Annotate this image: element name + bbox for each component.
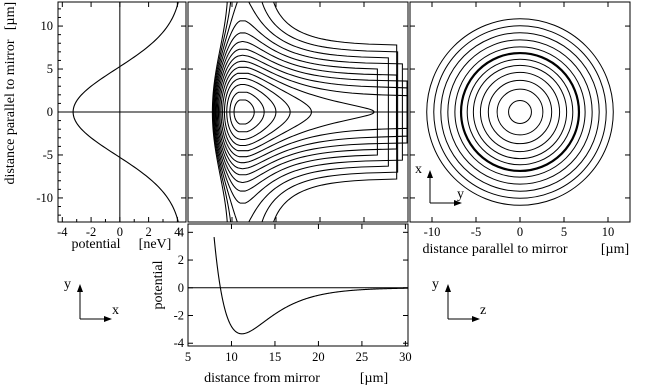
right-contour-circle-8 bbox=[447, 39, 593, 185]
right-contour-circle-6 bbox=[459, 51, 581, 173]
right-contour-circle-3 bbox=[479, 71, 561, 153]
panel-left: -4 -2 0 2 4 -10 -5 0 5 10 bbox=[36, 1, 186, 239]
right-xtick-label: 5 bbox=[561, 225, 567, 239]
left-yunit: [µm] bbox=[3, 2, 18, 30]
right-contour-circle-0 bbox=[508, 100, 532, 124]
bottom-ytick-label: -2 bbox=[174, 309, 184, 323]
bottom-ytick-label: 2 bbox=[178, 253, 184, 267]
left-ytick-label: 10 bbox=[41, 19, 54, 33]
right-contour-circle-7 bbox=[454, 46, 586, 178]
right-xtick-label: -10 bbox=[424, 225, 441, 239]
bottom-xtick-label: 10 bbox=[225, 350, 238, 364]
left-xtick-label: 0 bbox=[117, 225, 123, 239]
right-contour-circle-1 bbox=[496, 88, 544, 136]
bottom-xtick-label: 25 bbox=[356, 350, 369, 364]
bottom-xlabel: distance from mirror bbox=[204, 371, 320, 386]
bottom-xtick-label: 5 bbox=[185, 350, 191, 364]
bottom-ytick-label: -4 bbox=[174, 336, 185, 350]
right-contour-circle-4 bbox=[472, 64, 568, 160]
panel-bottom-frame bbox=[187, 223, 409, 347]
glyph-xy-vertical: y bbox=[64, 277, 71, 292]
right-xtick-label: 10 bbox=[602, 225, 615, 239]
middle-contour-3 bbox=[223, 77, 291, 147]
middle-contour-11 bbox=[214, 20, 403, 204]
bottom-xtick-label: 30 bbox=[399, 350, 412, 364]
left-potential-curve bbox=[72, 1, 179, 223]
left-xtick-label: 2 bbox=[145, 225, 151, 239]
middle-contour-5 bbox=[220, 66, 375, 158]
right-contour-circle-9 bbox=[440, 32, 600, 192]
bottom-ytick-label: 4 bbox=[178, 225, 185, 239]
middle-contour-14 bbox=[211, 1, 398, 223]
bottom-xtick-label: 15 bbox=[269, 350, 282, 364]
left-xunit: [neV] bbox=[139, 237, 172, 252]
left-ytick-label: 5 bbox=[47, 62, 53, 76]
middle-contour-0 bbox=[233, 99, 255, 125]
left-xtick-label: -2 bbox=[86, 225, 96, 239]
right-xtick-label: -5 bbox=[471, 225, 481, 239]
left-ytick-label: -5 bbox=[43, 148, 53, 162]
glyph-yz-horizontal: z bbox=[480, 303, 486, 318]
middle-contour-10 bbox=[214, 32, 378, 192]
left-ytick-label: 0 bbox=[47, 105, 53, 119]
right-contour-circle-10 bbox=[433, 25, 607, 199]
middle-contour-2 bbox=[226, 83, 277, 141]
bottom-potential-curve bbox=[213, 237, 408, 335]
right-xlabel: distance parallel to mirror bbox=[423, 242, 568, 257]
middle-contour-1 bbox=[229, 91, 265, 133]
right-contour-circle-2 bbox=[487, 79, 553, 145]
middle-contour-12 bbox=[213, 1, 389, 223]
right-contour-circle-11 bbox=[426, 18, 614, 206]
middle-contour-6 bbox=[219, 60, 409, 164]
left-ytick-label: -10 bbox=[36, 191, 53, 205]
panel-middle bbox=[187, 1, 409, 223]
glyph-yz-vertical: y bbox=[432, 277, 439, 292]
left-xtick-label: -4 bbox=[57, 225, 68, 239]
right-xunit: [µm] bbox=[601, 242, 629, 257]
axes-glyph-xy: y x bbox=[64, 277, 119, 322]
middle-contour-13 bbox=[212, 1, 399, 223]
middle-contour-8 bbox=[216, 48, 408, 176]
bottom-xtick-label: 20 bbox=[312, 350, 325, 364]
panel-bottom: 5 10 15 20 25 30 -4 -2 0 2 4 bbox=[174, 224, 412, 364]
axes-glyph-top: x y bbox=[415, 162, 464, 206]
axes-glyph-yz: y z bbox=[432, 277, 486, 322]
bottom-ylabel: potential bbox=[151, 260, 166, 309]
glyph-top-horizontal: y bbox=[457, 187, 464, 202]
middle-contour-7 bbox=[217, 54, 409, 170]
left-ylabel-text: distance parallel to mirror bbox=[3, 39, 18, 184]
glyph-xy-horizontal: x bbox=[112, 303, 119, 318]
left-ylabel: distance parallel to mirror bbox=[3, 39, 18, 184]
right-contour-circle-5 bbox=[466, 58, 574, 166]
left-xtick-label: 4 bbox=[174, 225, 181, 239]
left-xlabel: potential bbox=[72, 237, 121, 252]
right-xtick-label: 0 bbox=[517, 225, 523, 239]
panel-right-frame bbox=[409, 1, 631, 223]
bottom-xunit: [µm] bbox=[360, 371, 388, 386]
middle-contour-4 bbox=[222, 72, 312, 152]
bottom-ytick-label: 0 bbox=[178, 281, 184, 295]
glyph-top-vertical: x bbox=[415, 162, 422, 177]
panel-right: -10 -5 0 5 10 bbox=[410, 2, 630, 239]
